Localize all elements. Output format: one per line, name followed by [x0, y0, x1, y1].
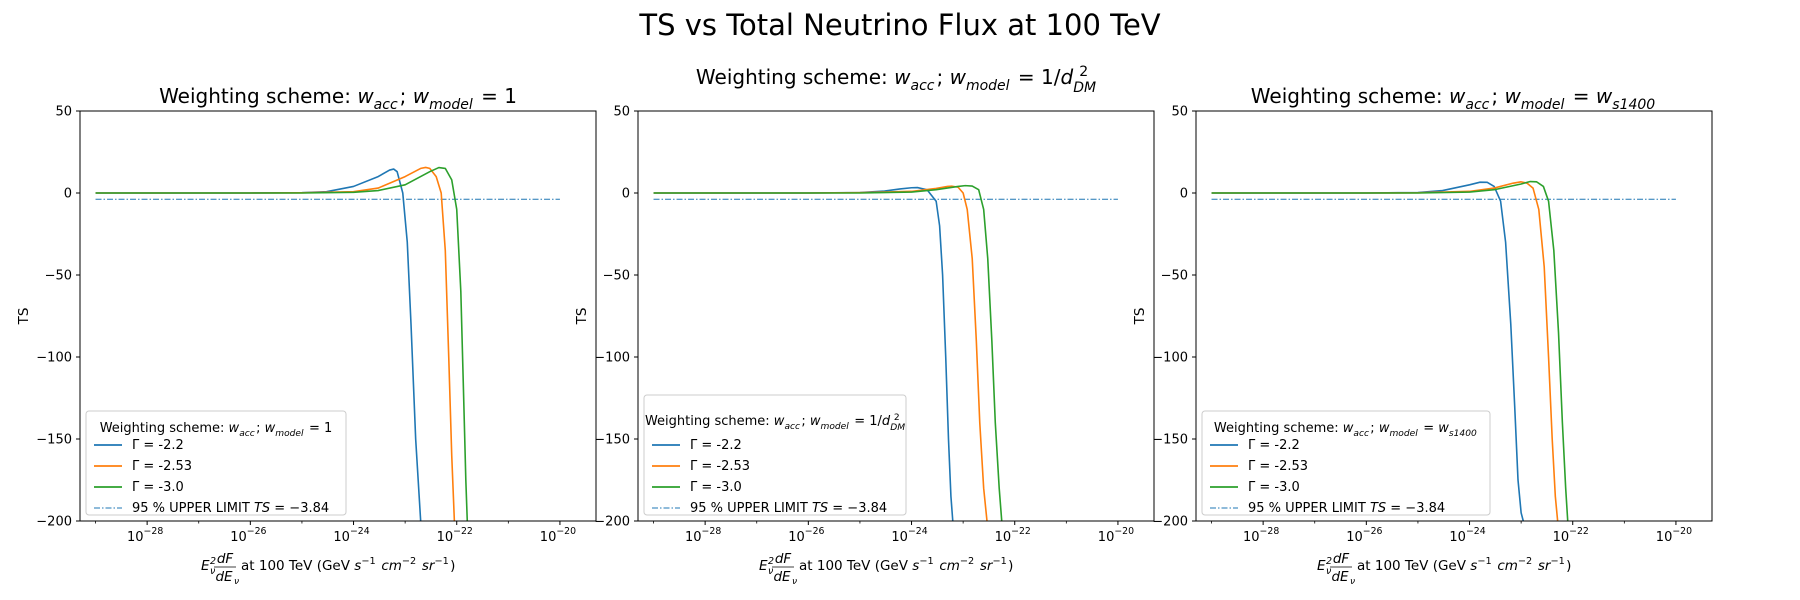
series-line-3 — [95, 166, 469, 521]
legend-box — [1201, 410, 1491, 516]
panels: Weighting scheme: wacc ; wmodel = 1 50 0 −5… — [16, 64, 1713, 587]
y-tick-label: −200 — [1152, 515, 1188, 530]
svg-text:dF: dF — [217, 551, 234, 567]
y-tick-label: 50 — [55, 105, 72, 120]
x-tick-label: 10−22 — [995, 526, 1031, 545]
x-tick-label: 10−20 — [1098, 526, 1134, 545]
legend-title: Weighting scheme: wacc ; wmodel = 1/dDM2 — [645, 413, 905, 433]
svg-text:dE: dE — [215, 569, 233, 585]
x-tick-label: 10−26 — [788, 526, 824, 545]
svg-text:dF: dF — [1333, 551, 1350, 567]
x-tick-label: 10−28 — [127, 526, 163, 545]
y-tick-label: 50 — [613, 105, 630, 120]
svg-text:ν: ν — [1326, 566, 1332, 577]
x-tick-label: 10−24 — [1449, 526, 1485, 545]
plot-frame — [637, 110, 1155, 522]
y-tick-label: 50 — [1171, 105, 1188, 120]
y-tick-label: −150 — [594, 433, 630, 448]
svg-text:dE: dE — [773, 569, 791, 585]
legend-entry-3: Γ = -3.0 — [132, 480, 184, 495]
x-tick-label: 10−24 — [891, 526, 927, 545]
y-axis-label: TS — [574, 308, 590, 326]
legend-entry-1: Γ = -2.2 — [132, 438, 184, 453]
svg-text:ν: ν — [234, 577, 239, 587]
svg-text:dF: dF — [775, 551, 792, 567]
x-tick-label: 10−28 — [1243, 526, 1279, 545]
series-line-3 — [1211, 180, 1569, 521]
svg-text:ν: ν — [792, 577, 797, 587]
x-tick-label: 10−24 — [333, 526, 369, 545]
y-tick-label: −150 — [1152, 433, 1188, 448]
svg-text:at 100 TeV (GeV s−1 cm−2 sr−: at 100 TeV (GeV s−1 cm−2 sr−1 ) — [241, 556, 455, 574]
legend-box — [643, 394, 907, 516]
svg-text:2: 2 — [1326, 556, 1332, 567]
y-tick-label: 0 — [622, 187, 630, 202]
x-tick-label: 10−26 — [230, 526, 266, 545]
plot-frame — [1195, 110, 1713, 522]
legend-title: Weighting scheme: wacc ; wmodel = ws1400 — [1214, 421, 1478, 439]
panel-title: Weighting scheme: wacc ; wmodel = 1 — [159, 84, 517, 113]
y-tick-label: −100 — [36, 351, 72, 366]
x-tick-label: 10−26 — [1346, 526, 1382, 545]
y-tick-label: −150 — [36, 433, 72, 448]
panel-2: Weighting scheme: wacc ; wmodel = 1/dDM2… — [574, 64, 1155, 587]
svg-text:2: 2 — [768, 556, 774, 567]
series-line-3 — [653, 184, 1003, 521]
y-tick-label: −100 — [1152, 351, 1188, 366]
x-tick-label: 10−20 — [1656, 526, 1692, 545]
y-axis-label: TS — [1132, 308, 1148, 326]
y-tick-label: 0 — [1180, 187, 1188, 202]
y-axis-label: TS — [16, 308, 32, 326]
panel-1: Weighting scheme: wacc ; wmodel = 1 50 0 −5… — [16, 84, 597, 587]
plot-frame — [79, 110, 597, 522]
legend: Weighting scheme: wacc ; wmodel = 1Γ = -… — [85, 410, 347, 516]
x-tick-label: 10−28 — [685, 526, 721, 545]
svg-text:at 100 TeV (GeV s−1 cm−2 sr−: at 100 TeV (GeV s−1 cm−2 sr−1 ) — [799, 556, 1013, 574]
y-tick-label: −50 — [1161, 269, 1188, 284]
panel-3: Weighting scheme: wacc ; wmodel = ws1400… — [1132, 84, 1713, 587]
legend-entry-3: Γ = -3.0 — [690, 480, 742, 495]
svg-text:ν: ν — [768, 566, 774, 577]
legend-entry-limit: 95 % UPPER LIMIT TS = −3.84 — [690, 501, 887, 516]
svg-text:E: E — [201, 558, 210, 574]
svg-text:2: 2 — [210, 556, 216, 567]
legend-box — [85, 410, 347, 516]
legend-entry-1: Γ = -2.2 — [1248, 438, 1300, 453]
x-tick-label: 10−22 — [437, 526, 473, 545]
y-tick-label: −200 — [36, 515, 72, 530]
y-tick-label: −50 — [603, 269, 630, 284]
svg-text:ν: ν — [1350, 577, 1355, 587]
y-tick-label: 0 — [64, 187, 72, 202]
legend-entry-2: Γ = -2.53 — [1248, 459, 1308, 474]
legend-entry-2: Γ = -2.53 — [132, 459, 192, 474]
y-tick-label: −100 — [594, 351, 630, 366]
panel-title: Weighting scheme: wacc ; wmodel = ws1400 — [1251, 84, 1657, 113]
legend-entry-2: Γ = -2.53 — [690, 459, 750, 474]
legend: Weighting scheme: wacc ; wmodel = ws1400… — [1201, 410, 1491, 516]
svg-text:dE: dE — [1331, 569, 1349, 585]
legend-entry-limit: 95 % UPPER LIMIT TS = −3.84 — [1248, 501, 1445, 516]
y-tick-label: −50 — [45, 269, 72, 284]
legend-entry-limit: 95 % UPPER LIMIT TS = −3.84 — [132, 501, 329, 516]
svg-text:E: E — [759, 558, 768, 574]
x-tick-label: 10−22 — [1553, 526, 1589, 545]
legend-entry-1: Γ = -2.2 — [690, 438, 742, 453]
svg-text:E: E — [1317, 558, 1326, 574]
legend: Weighting scheme: wacc ; wmodel = 1/dDM2… — [643, 394, 907, 516]
y-tick-label: −200 — [594, 515, 630, 530]
legend-entry-3: Γ = -3.0 — [1248, 480, 1300, 495]
figure-title: TS vs Total Neutrino Flux at 100 TeV — [638, 8, 1160, 42]
panel-title: Weighting scheme: wacc ; wmodel = 1/dDM2 — [696, 64, 1096, 96]
svg-text:ν: ν — [210, 566, 216, 577]
x-tick-label: 10−20 — [540, 526, 576, 545]
svg-text:at 100 TeV (GeV s−1 cm−2 sr−: at 100 TeV (GeV s−1 cm−2 sr−1 ) — [1357, 556, 1571, 574]
legend-title: Weighting scheme: wacc ; wmodel = 1 — [100, 421, 333, 439]
